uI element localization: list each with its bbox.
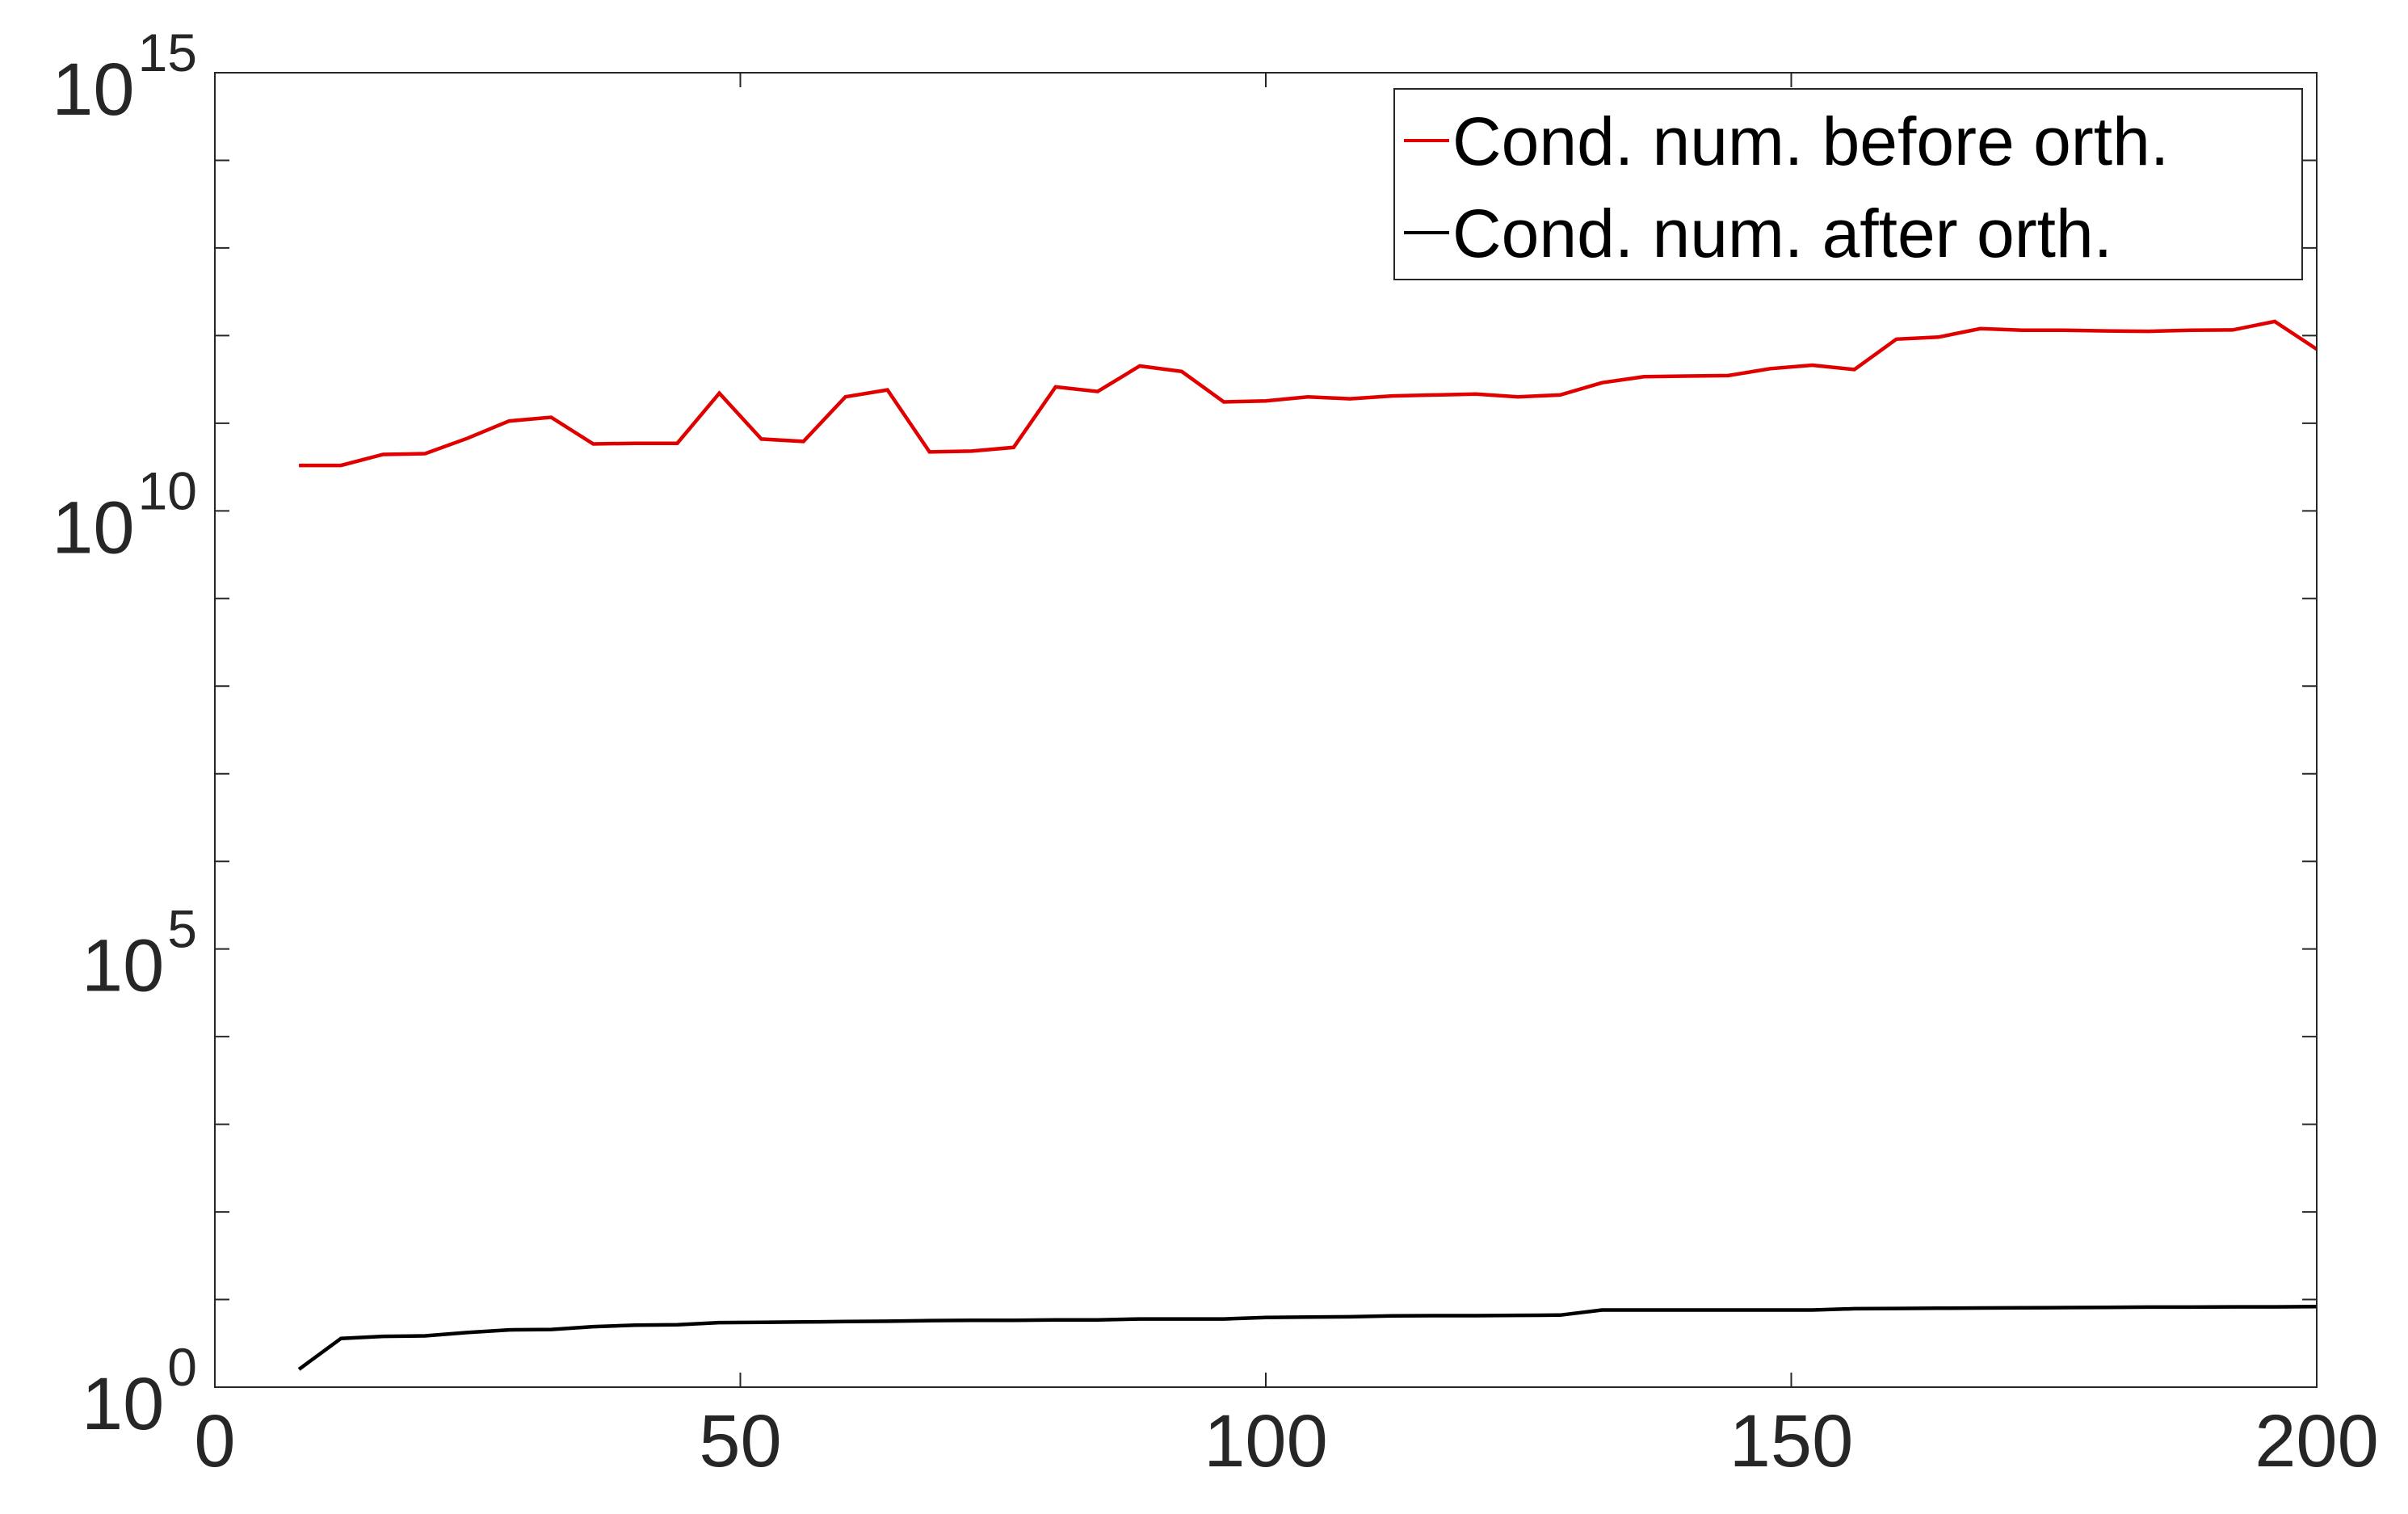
x-tick-label: 100 <box>1204 1400 1328 1482</box>
y-tick-label-base: 10 <box>52 48 134 131</box>
legend: Cond. num. before orth. Cond. num. after… <box>1394 89 2302 280</box>
x-tick-label: 0 <box>194 1400 235 1482</box>
legend-label-after-orth: Cond. num. after orth. <box>1452 196 2112 271</box>
y-tick-label-base: 10 <box>82 1363 164 1445</box>
x-tick-label: 200 <box>2255 1400 2379 1482</box>
y-tick-label-exponent: 5 <box>167 899 197 959</box>
y-tick-label-exponent: 15 <box>138 23 197 82</box>
x-tick-label: 50 <box>699 1400 781 1482</box>
y-tick-label-exponent: 10 <box>138 461 197 520</box>
x-tick-label: 150 <box>1729 1400 1854 1482</box>
legend-label-before-orth: Cond. num. before orth. <box>1452 103 2169 179</box>
y-tick-label-base: 10 <box>82 925 164 1007</box>
y-tick-label-exponent: 0 <box>167 1337 197 1397</box>
y-tick-label-base: 10 <box>52 486 134 569</box>
